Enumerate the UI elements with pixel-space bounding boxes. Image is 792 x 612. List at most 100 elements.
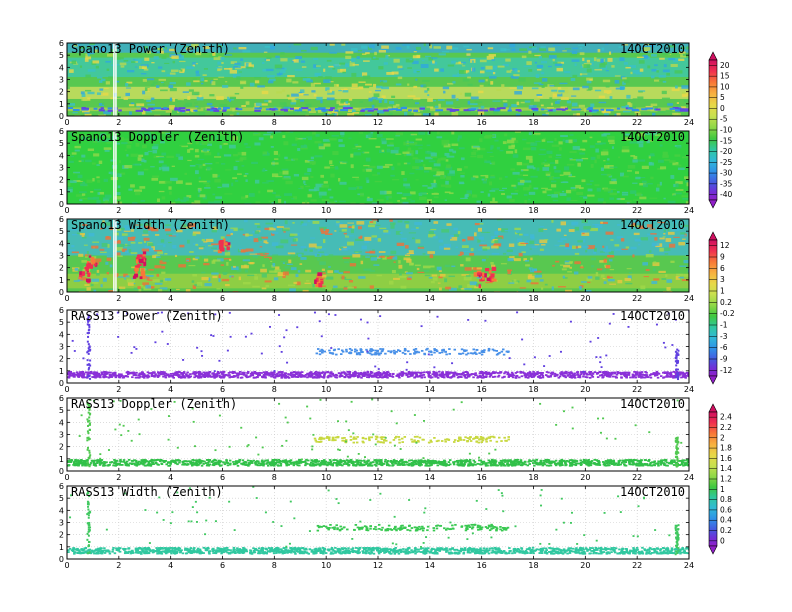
y-tick-label: 4 (59, 418, 64, 427)
panel-date: 14OCT2010 (620, 397, 685, 411)
x-tick-label: 8 (272, 385, 277, 394)
x-tick-label: 24 (684, 473, 694, 482)
y-tick-label: 0 (59, 467, 64, 476)
x-tick-label: 18 (528, 118, 538, 127)
y-tick-label: 6 (59, 127, 64, 136)
y-tick-label: 2 (59, 264, 64, 273)
y-tick-label: 5 (59, 318, 64, 327)
panel-date: 14OCT2010 (620, 218, 685, 232)
x-tick-label: 22 (632, 385, 642, 394)
colorbar-label: 2.4 (720, 413, 732, 422)
panel-title: RASS13 Width (Zenith) (71, 485, 223, 499)
colorbar-label: 2 (720, 433, 725, 442)
x-tick-label: 2 (116, 206, 121, 215)
x-tick-label: 24 (684, 561, 694, 570)
y-tick-label: 1 (59, 276, 64, 285)
x-tick-label: 2 (116, 385, 121, 394)
x-tick-label: 16 (477, 294, 487, 303)
colorbar-label: 1 (720, 485, 725, 494)
x-tick-label: 18 (528, 473, 538, 482)
y-tick-label: 3 (59, 76, 64, 85)
x-tick-label: 0 (64, 118, 69, 127)
colorbar-label: 1.6 (720, 454, 732, 463)
x-tick-label: 8 (272, 473, 277, 482)
x-tick-label: 22 (632, 473, 642, 482)
x-tick-label: 18 (528, 294, 538, 303)
x-tick-label: 20 (580, 206, 590, 215)
y-tick-label: 5 (59, 51, 64, 60)
x-tick-label: 8 (272, 206, 277, 215)
x-tick-label: 0 (64, 385, 69, 394)
x-tick-label: 12 (373, 385, 383, 394)
colorbar-label: 2.2 (720, 423, 732, 432)
x-tick-label: 6 (220, 294, 225, 303)
y-tick-label: 2 (59, 443, 64, 452)
x-tick-label: 14 (425, 118, 435, 127)
y-tick-label: 5 (59, 494, 64, 503)
x-tick-label: 6 (220, 385, 225, 394)
colorbar-label: 1 (720, 287, 725, 296)
x-tick-label: 2 (116, 561, 121, 570)
x-tick-label: 0 (64, 294, 69, 303)
colorbar-1: 12 9 6 3 1 0.2 -0.2 -1 -3 -6 -9 -12 (708, 231, 735, 385)
x-tick-label: 4 (168, 473, 173, 482)
colorbar-label: -15 (720, 136, 732, 145)
layer-1 (67, 86, 689, 99)
x-tick-label: 8 (272, 294, 277, 303)
y-tick-label: 4 (59, 63, 64, 72)
x-tick-label: 6 (220, 473, 225, 482)
panel-title: RASS13 Doppler (Zenith) (71, 397, 237, 411)
x-tick-label: 18 (528, 561, 538, 570)
colorbar-label: -35 (720, 179, 732, 188)
colorbar-label: 12 (720, 241, 730, 250)
y-tick-label: 6 (59, 215, 64, 224)
x-tick-label: 24 (684, 206, 694, 215)
panel-date: 14OCT2010 (620, 309, 685, 323)
panel-title: RASS13 Power (Zenith) (71, 309, 223, 323)
x-tick-label: 16 (477, 385, 487, 394)
x-tick-label: 2 (116, 473, 121, 482)
x-tick-label: 16 (477, 206, 487, 215)
y-tick-label: 0 (59, 200, 64, 209)
y-tick-label: 3 (59, 343, 64, 352)
x-tick-label: 22 (632, 294, 642, 303)
colorbar-label: -3 (720, 332, 728, 341)
x-tick-label: 6 (220, 561, 225, 570)
x-tick-label: 20 (580, 294, 590, 303)
x-tick-label: 24 (684, 294, 694, 303)
colorbar-label: 0 (720, 536, 725, 545)
colorbar-label: 10 (720, 82, 730, 91)
x-tick-label: 10 (321, 473, 331, 482)
y-tick-label: 6 (59, 39, 64, 48)
x-tick-label: 10 (321, 118, 331, 127)
x-tick-label: 4 (168, 294, 173, 303)
plot-area (67, 131, 689, 204)
y-tick-label: 1 (59, 543, 64, 552)
y-tick-label: 2 (59, 355, 64, 364)
colorbar-label: -12 (720, 366, 732, 375)
colorbar-2: 2.42.22 1.81.61.4 1.210.80.6 0.40.20 (708, 403, 732, 555)
x-tick-label: 12 (373, 206, 383, 215)
x-tick-label: 16 (477, 561, 487, 570)
colorbar-label: 0 (720, 104, 725, 113)
x-tick-label: 4 (168, 206, 173, 215)
x-tick-label: 10 (321, 206, 331, 215)
colorbar-label: 0.8 (720, 495, 732, 504)
y-tick-label: 0 (59, 555, 64, 564)
x-tick-label: 12 (373, 118, 383, 127)
colorbar-label: -25 (720, 158, 732, 167)
x-tick-label: 24 (684, 385, 694, 394)
y-tick-label: 3 (59, 164, 64, 173)
colorbar-label: 5 (720, 93, 725, 102)
y-tick-label: 0 (59, 288, 64, 297)
x-tick-label: 20 (580, 561, 590, 570)
x-tick-label: 18 (528, 385, 538, 394)
x-tick-label: 8 (272, 561, 277, 570)
x-tick-label: 16 (477, 473, 487, 482)
